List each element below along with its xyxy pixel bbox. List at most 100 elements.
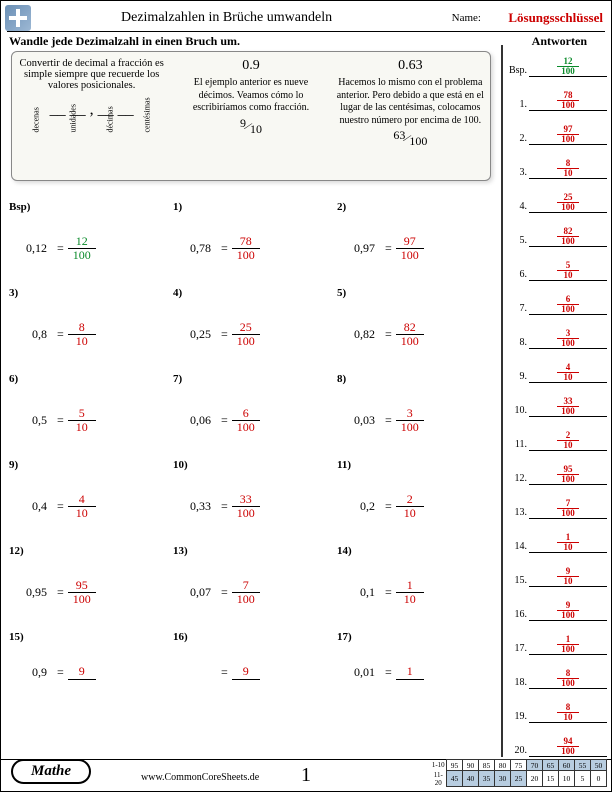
decimal-value: 0,95 [17,585,53,600]
equals-sign: = [53,327,68,342]
decimal-value: 0,2 [345,499,381,514]
fraction-denominator: 10 [68,421,96,434]
fraction-numerator: 9 [68,665,96,679]
score-cell: 10 [559,771,575,787]
answer-label: 2. [507,133,527,144]
name-label: Name: [452,12,481,24]
problem: 16)=9 [173,629,331,715]
answer-denominator: 100 [529,407,607,416]
answer-fraction: 78100 [529,91,607,110]
problem-body: =9 [181,665,260,680]
equals-sign: = [381,241,396,256]
problem: 9) 0,4=410 [9,457,167,543]
answer-row: 18.8100 [529,661,607,689]
answer-row: 8.3100 [529,321,607,349]
answer-row: 11.210 [529,423,607,451]
equals-sign: = [217,499,232,514]
problem-body: 0,9=9 [17,665,96,680]
problem: 4)0,25=25100 [173,285,331,371]
problem-body: 0,33=33100 [181,493,260,520]
example-text-1: El ejemplo anterior es nueve décimos. Ve… [177,77,324,115]
answer-row: 3.810 [529,151,607,179]
answer-label: 12. [507,473,527,484]
equals-sign: = [53,665,68,680]
fraction-answer: 510 [68,407,96,434]
answer-denominator: 100 [529,203,607,212]
decimal-value: 0,33 [181,499,217,514]
problem-label: 1) [173,201,182,213]
answer-fraction: 82100 [529,227,607,246]
score-cell: 60 [559,760,575,771]
answer-row: 12.95100 [529,457,607,485]
problem-body: 0,82=82100 [345,321,424,348]
fraction-denominator: 10 [396,507,424,520]
equals-sign: = [53,241,68,256]
fraction-answer: 410 [68,493,96,520]
score-range-label: 1-10 [431,760,447,771]
fraction-denominator: 100 [396,249,424,262]
footer: Mathe www.CommonCoreSheets.de 1 1-109590… [1,759,611,789]
score-cell: 95 [447,760,463,771]
fraction-numerator: 7 [232,579,260,593]
problem-body: 0,2=210 [345,493,424,520]
fraction-answer: 33100 [232,493,260,520]
fraction-denominator: 100 [232,335,260,348]
place-value-labels: decenas unidades décimas centésimas [18,123,165,132]
score-cell: 85 [479,760,495,771]
problem-body: 0,97=97100 [345,235,424,262]
problem: 6)0,5=510 [9,371,167,457]
header-rule [7,31,605,32]
equals-sign: = [381,413,396,428]
answer-row: 5.82100 [529,219,607,247]
answer-fraction: 510 [529,261,607,280]
answer-row: 17.1100 [529,627,607,655]
score-cell: 30 [495,771,511,787]
decimal-value: 0,5 [17,413,53,428]
answer-row: 6.510 [529,253,607,281]
problem-label: 4) [173,287,182,299]
score-cell: 45 [447,771,463,787]
fraction-denominator: 100 [396,421,424,434]
answer-label: 15. [507,575,527,586]
problem: 17)0,01=1 [337,629,495,715]
score-cell: 20 [527,771,543,787]
answer-fraction: 410 [529,363,607,382]
example-heading-2: 0.63 [337,58,484,74]
answer-row: 4.25100 [529,185,607,213]
problem-label: 15) [9,631,24,643]
score-cell: 70 [527,760,543,771]
score-row: 11-20454035302520151050 [431,771,607,787]
fraction-answer: 97100 [396,235,424,262]
problem-label: 9) [9,459,18,471]
score-cell: 80 [495,760,511,771]
answer-denominator: 100 [529,475,607,484]
decimal-value: 0,03 [345,413,381,428]
equals-sign: = [217,241,232,256]
score-row: 1-1095908580757065605550 [431,760,607,771]
problem: 8) 0,03=3100 [337,371,495,457]
problem-label: 8) [337,373,346,385]
explain-col-2: 0.9 El ejemplo anterior es nueve décimos… [171,52,330,180]
decimal-value: 0,9 [17,665,53,680]
answer-label: 13. [507,507,527,518]
example-fraction-2: 63⁄100 [393,131,427,146]
score-cell: 25 [511,771,527,787]
answer-denominator: 10 [529,577,607,586]
fraction-numerator: 33 [232,493,260,507]
answer-label: Bsp. [507,65,527,76]
score-cell: 90 [463,760,479,771]
fraction-numerator: 3 [396,407,424,421]
problem-body: 0,4=410 [17,493,96,520]
score-cell: 5 [575,771,591,787]
pv-centesimas: centésimas [142,123,151,133]
answer-fraction: 1100 [529,635,607,654]
decimal-value: 0,06 [181,413,217,428]
answer-fraction: 810 [529,159,607,178]
fraction-numerator: 6 [232,407,260,421]
answer-label: 10. [507,405,527,416]
problem: 5)0,82=82100 [337,285,495,371]
answer-denominator: 10 [529,713,607,722]
fraction-numerator: 8 [68,321,96,335]
answer-fraction: 12100 [529,57,607,76]
answers-column-header: Antworten [532,34,587,49]
